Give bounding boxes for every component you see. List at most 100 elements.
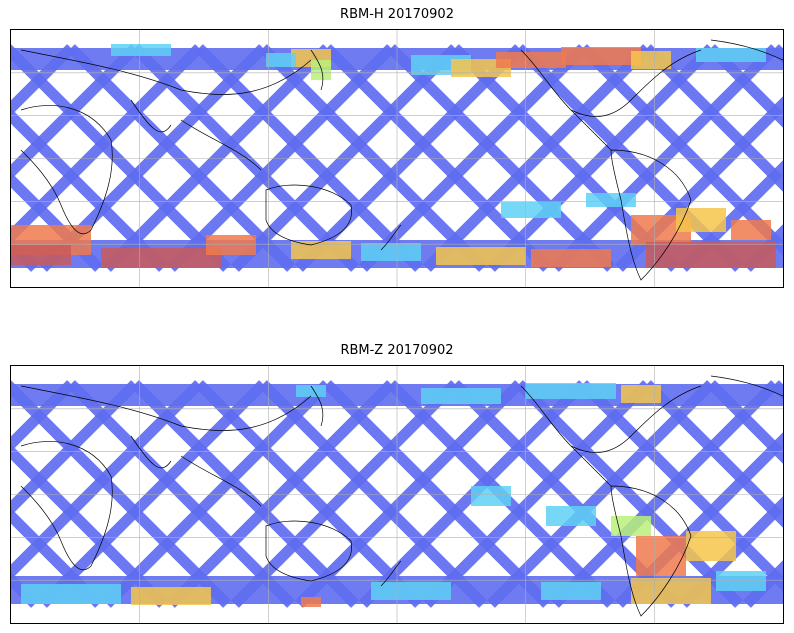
value-cell	[541, 582, 601, 600]
orbit-swath	[259, 44, 487, 272]
coastlines	[20, 39, 783, 281]
coastline	[130, 435, 262, 507]
value-cell	[531, 249, 611, 267]
orbit-swath	[551, 380, 779, 608]
value-cell	[266, 53, 296, 67]
orbit-swath	[579, 380, 783, 592]
value-cell	[301, 597, 321, 607]
orbit-swath	[131, 380, 359, 608]
value-cell	[371, 582, 451, 600]
panel-title-rbm-h: RBM-H 20170902	[340, 7, 454, 22]
value-cell	[686, 531, 736, 561]
coastline	[265, 520, 352, 582]
orbit-swath	[195, 44, 423, 272]
value-cell	[561, 47, 641, 65]
coastline	[310, 385, 324, 427]
graticule	[11, 30, 783, 287]
swath-map-rbm-h	[11, 30, 783, 287]
value-cell	[501, 202, 561, 218]
orbit-swath	[231, 44, 459, 272]
value-cell	[716, 571, 766, 591]
orbit-swath	[231, 380, 459, 608]
orbit-swath	[707, 380, 783, 464]
coastline	[380, 224, 402, 251]
value-cell	[496, 52, 566, 68]
coastline	[380, 560, 402, 587]
orbit-swath	[423, 44, 651, 272]
value-cell	[111, 44, 171, 56]
value-cell	[436, 247, 526, 265]
coastline	[20, 441, 113, 571]
orbit-swath	[323, 44, 551, 272]
coastline	[520, 385, 702, 453]
orbit-swath	[11, 444, 167, 608]
value-cell	[101, 248, 221, 268]
coastline	[20, 385, 312, 431]
value-cell	[646, 242, 776, 268]
orbit-swath	[11, 380, 203, 580]
value-cell	[611, 516, 651, 536]
coastline	[265, 184, 352, 246]
value-cell	[731, 220, 771, 240]
coastline	[20, 49, 312, 95]
orbit-swath	[643, 44, 783, 192]
orbit-swath	[295, 380, 523, 608]
coastline	[610, 485, 692, 617]
value-cell	[631, 578, 711, 604]
value-cell	[206, 235, 256, 255]
map-panel-rbm-z	[10, 365, 784, 624]
orbit-swath	[11, 44, 231, 272]
value-cell	[11, 245, 71, 265]
orbit-swath	[487, 380, 715, 608]
orbit-swath	[515, 380, 743, 608]
value-cell	[291, 241, 351, 259]
swath-map-rbm-z	[11, 366, 783, 623]
value-cell	[586, 193, 636, 207]
value-cell	[526, 383, 616, 399]
orbit-swath	[11, 508, 103, 608]
coastline	[710, 375, 783, 397]
orbit-swath	[487, 44, 715, 272]
graticule	[11, 366, 783, 623]
orbit-swath	[295, 44, 523, 272]
map-panel-rbm-h	[10, 29, 784, 288]
coastline	[570, 109, 612, 151]
orbit-swath	[643, 380, 783, 528]
value-cell	[636, 536, 686, 576]
coastline	[520, 49, 702, 117]
value-cell	[621, 385, 661, 403]
orbit-swath	[387, 44, 615, 272]
orbit-swath	[11, 380, 231, 608]
coastline	[710, 39, 783, 61]
panel-title-rbm-z: RBM-Z 20170902	[340, 343, 454, 358]
orbit-swath	[39, 380, 267, 608]
coastline	[130, 99, 262, 171]
orbit-swath	[359, 44, 587, 272]
value-cell	[361, 243, 421, 261]
orbit-swath	[167, 44, 395, 272]
value-cell	[421, 388, 501, 404]
orbit-swath	[423, 380, 651, 608]
value-cell	[546, 506, 596, 526]
orbit-swath	[323, 380, 551, 608]
coastline	[570, 445, 612, 487]
orbit-swath	[67, 380, 295, 608]
value-cell	[676, 208, 726, 232]
value-cell	[311, 60, 331, 80]
coastline	[20, 105, 113, 235]
orbit-swath	[551, 44, 779, 272]
orbit-swath	[131, 44, 359, 272]
coastlines	[20, 375, 783, 617]
orbit-swath	[167, 380, 395, 608]
orbit-swath	[707, 44, 783, 128]
orbit-swath	[195, 380, 423, 608]
coastline	[610, 149, 692, 281]
orbit-swath	[103, 44, 331, 272]
value-cell	[631, 51, 671, 69]
value-cell	[696, 48, 766, 62]
orbit-swath	[11, 380, 75, 452]
value-cell	[21, 584, 121, 604]
orbit-swath	[259, 380, 487, 608]
orbit-swath	[11, 44, 139, 180]
value-cell	[296, 385, 326, 397]
